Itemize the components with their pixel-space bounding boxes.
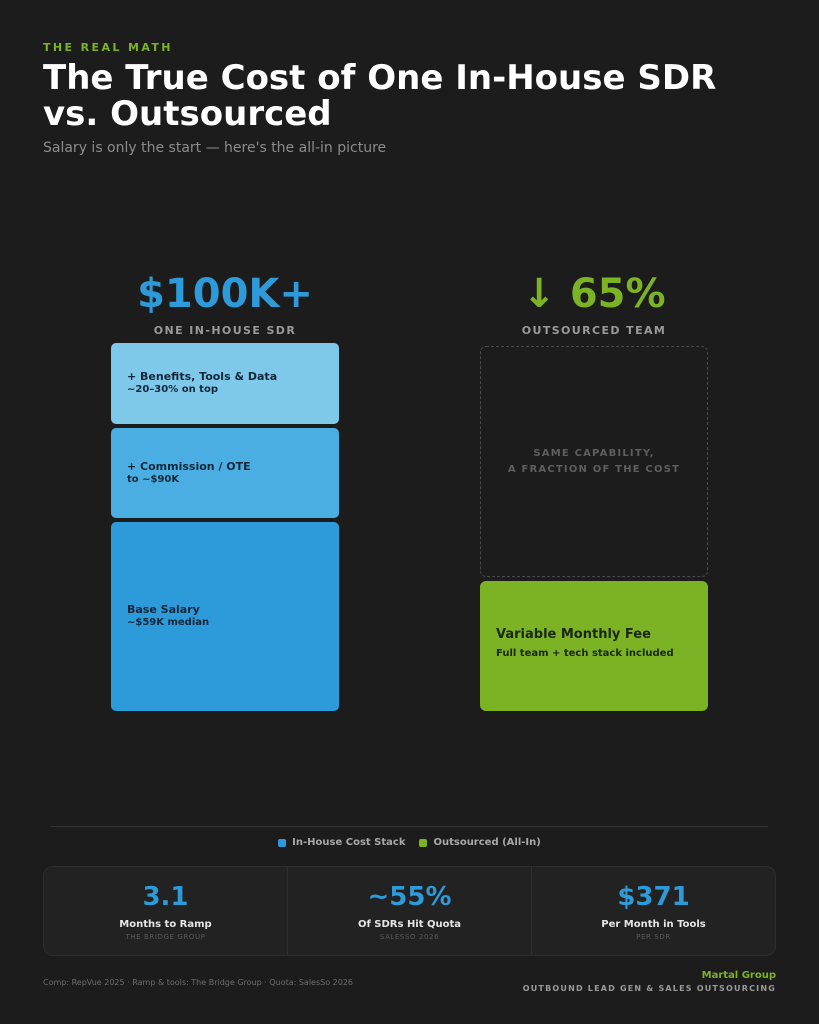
segment-monthly-fee: Variable Monthly Fee Full team + tech st… [480,581,708,711]
stat-tools: $371 Per Month in Tools PER SDR [532,867,775,955]
footer-sources: Comp: RepVue 2025 · Ramp & tools: The Br… [43,978,354,987]
in-house-headline: $100K+ [137,271,313,317]
segment-benefits: + Benefits, Tools & Data ~20–30% on top [111,343,339,424]
in-house-label: ONE IN-HOUSE SDR [153,324,297,337]
brand-block: Martal Group OUTBOUND LEAD GEN & SALES O… [523,970,776,993]
stat-ramp: 3.1 Months to Ramp THE BRIDGE GROUP [44,867,288,955]
outsourced-headline: ↓ 65% [522,271,666,317]
stat-label: Of SDRs Hit Quota [357,919,462,930]
segment-commission-detail: to ~$90K [127,474,180,485]
legend-item-outsourced: Outsourced (All-In) [419,837,541,848]
savings-ghost-box: SAME CAPABILITY, A FRACTION OF THE COST [480,346,708,577]
segment-commission: + Commission / OTE to ~$90K [111,428,339,518]
in-house-header: $100K+ ONE IN-HOUSE SDR [111,272,339,337]
legend-item-in-house: In-House Cost Stack [278,837,405,848]
eyebrow: THE REAL MATH [43,41,173,54]
stat-source: SALESSO 2026 [379,933,440,941]
stat-label: Per Month in Tools [601,919,706,930]
stat-value: ~55% [367,882,452,912]
stat-value: $371 [617,882,690,912]
stats-panel: 3.1 Months to Ramp THE BRIDGE GROUP ~55%… [43,866,776,956]
segment-benefits-label: + Benefits, Tools & Data [127,370,278,383]
divider [51,826,768,827]
stat-quota: ~55% Of SDRs Hit Quota SALESSO 2026 [288,867,532,955]
brand-tagline: OUTBOUND LEAD GEN & SALES OUTSOURCING [522,984,776,993]
savings-ghost-text: SAME CAPABILITY, A FRACTION OF THE COST [507,447,681,475]
segment-base-label: Base Salary [127,603,200,616]
page-subtitle: Salary is only the start — here's the al… [43,140,387,156]
stat-source: THE BRIDGE GROUP [125,933,206,941]
page-title: The True Cost of One In-House SDR vs. Ou… [43,58,717,134]
segment-benefits-detail: ~20–30% on top [127,384,218,395]
legend-swatch-in-house [278,838,287,847]
fee-title: Variable Monthly Fee [496,627,651,642]
stat-value: 3.1 [142,882,189,912]
outsourced-header: ↓ 65% OUTSOURCED TEAM [480,272,708,337]
stat-source: PER SDR [636,933,671,941]
segment-commission-label: + Commission / OTE [127,460,251,473]
segment-base-salary: Base Salary ~$59K median [111,522,339,711]
legend-label-in-house: In-House Cost Stack [292,837,406,848]
segment-base-detail: ~$59K median [127,617,210,628]
fee-subtitle: Full team + tech stack included [496,648,674,659]
legend-label-outsourced: Outsourced (All-In) [433,837,541,848]
outsourced-label: OUTSOURCED TEAM [521,324,667,337]
brand-name: Martal Group [701,970,776,981]
legend-swatch-outsourced [419,838,428,847]
legend: In-House Cost Stack Outsourced (All-In) [0,837,819,848]
stat-label: Months to Ramp [119,919,212,930]
